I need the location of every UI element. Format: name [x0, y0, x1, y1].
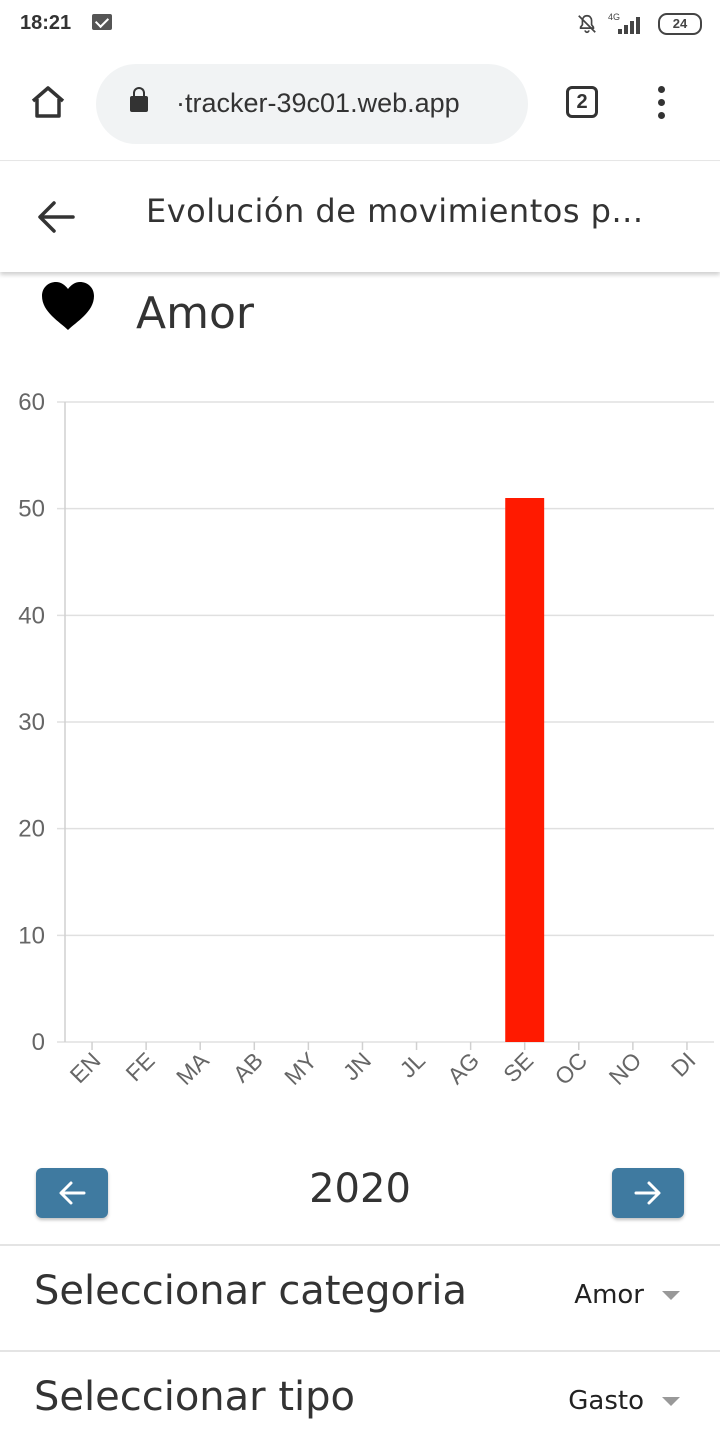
- type-selector-label: Seleccionar tipo: [34, 1374, 355, 1420]
- x-tick-label: OC: [550, 1047, 593, 1090]
- x-tick-label: SE: [498, 1047, 538, 1087]
- status-icons: 4G 24: [576, 10, 702, 38]
- category-selector-label: Seleccionar categoria: [34, 1268, 468, 1314]
- y-tick-label: 50: [18, 496, 45, 523]
- type-selector-value: Gasto: [568, 1386, 644, 1416]
- overflow-menu-icon[interactable]: [654, 86, 668, 126]
- y-tick-label: 10: [18, 922, 45, 949]
- x-tick-label: MA: [171, 1047, 214, 1090]
- y-tick-label: 40: [18, 602, 45, 629]
- x-tick-label: JL: [395, 1047, 431, 1083]
- type-selector[interactable]: Seleccionar tipo Gasto: [0, 1350, 720, 1456]
- year-label: 2020: [309, 1166, 411, 1212]
- y-tick-label: 30: [18, 709, 45, 736]
- x-tick-label: MY: [279, 1047, 322, 1090]
- status-bar: 18:21 4G 24: [0, 0, 720, 50]
- x-tick-label: EN: [65, 1047, 106, 1088]
- category-title: Amor: [136, 288, 254, 339]
- tab-switcher-button[interactable]: 2: [566, 86, 598, 118]
- arrow-left-icon: [59, 1181, 86, 1205]
- dropdown-caret-icon: [662, 1291, 680, 1300]
- browser-toolbar: ·tracker-39c01.web.app 2: [0, 50, 720, 161]
- page-title: Evolución de movimientos p...: [146, 192, 644, 230]
- category-selector[interactable]: Seleccionar categoria Amor: [0, 1244, 720, 1350]
- y-tick-label: 20: [18, 816, 45, 843]
- previous-year-button[interactable]: [36, 1168, 108, 1218]
- status-time: 18:21: [20, 12, 72, 34]
- category-selector-value: Amor: [574, 1280, 644, 1310]
- arrow-right-icon: [634, 1181, 661, 1205]
- bell-off-icon: [578, 14, 596, 34]
- y-tick-label: 0: [32, 1029, 45, 1056]
- signal-icon: 4G: [608, 12, 648, 36]
- x-tick-label: JN: [338, 1047, 376, 1085]
- heart-icon: [42, 282, 94, 330]
- chart-svg: 0 10 20 30 40 50 60 EN FE MA AB MY JN JL AG SE OC NO DI: [18, 389, 714, 1090]
- x-tick-label: AB: [228, 1047, 268, 1087]
- dropdown-caret-icon: [662, 1397, 680, 1406]
- back-arrow-icon[interactable]: [36, 200, 76, 234]
- mail-icon: [92, 14, 112, 30]
- category-heading: Amor: [0, 274, 720, 364]
- x-tick-label: NO: [604, 1047, 647, 1090]
- bar-chart: 0 10 20 30 40 50 60 EN FE MA AB MY JN JL AG SE OC NO DI: [0, 380, 720, 1120]
- url-text: ·tracker-39c01.web.app: [176, 88, 460, 118]
- address-bar[interactable]: ·tracker-39c01.web.app: [96, 64, 528, 144]
- home-icon[interactable]: [28, 82, 68, 122]
- battery-icon: 24: [658, 13, 702, 35]
- chart-bar: [505, 498, 545, 1042]
- year-navigation: 2020: [0, 1166, 720, 1226]
- x-tick-label: FE: [120, 1047, 159, 1086]
- next-year-button[interactable]: [612, 1168, 684, 1218]
- y-tick-label: 60: [18, 389, 45, 416]
- network-label: 4G: [608, 12, 621, 22]
- x-tick-label: DI: [666, 1047, 701, 1082]
- app-header: Evolución de movimientos p...: [0, 162, 720, 272]
- lock-icon: [130, 87, 148, 112]
- x-tick-label: AG: [442, 1047, 484, 1089]
